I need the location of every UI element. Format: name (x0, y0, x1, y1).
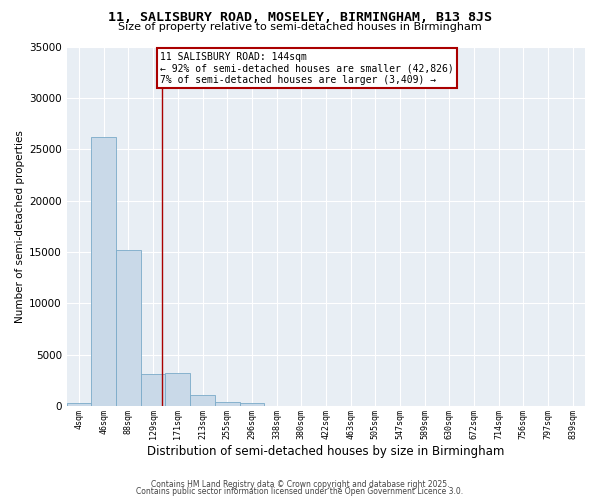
Bar (91, 137, 116, 406)
Bar (190, 395, 215, 406)
Text: Contains HM Land Registry data © Crown copyright and database right 2025.: Contains HM Land Registry data © Crown c… (151, 480, 449, 489)
Bar (166, 374, 190, 406)
Bar (67, 402, 91, 406)
Text: Size of property relative to semi-detached houses in Birmingham: Size of property relative to semi-detach… (118, 22, 482, 32)
Text: 11 SALISBURY ROAD: 144sqm
← 92% of semi-detached houses are smaller (42,826)
7% : 11 SALISBURY ROAD: 144sqm ← 92% of semi-… (160, 52, 454, 85)
Text: 11, SALISBURY ROAD, MOSELEY, BIRMINGHAM, B13 8JS: 11, SALISBURY ROAD, MOSELEY, BIRMINGHAM,… (108, 11, 492, 24)
Y-axis label: Number of semi-detached properties: Number of semi-detached properties (15, 130, 25, 323)
X-axis label: Distribution of semi-detached houses by size in Birmingham: Distribution of semi-detached houses by … (147, 444, 505, 458)
Bar (239, 403, 264, 406)
Bar (215, 402, 239, 406)
Text: Contains public sector information licensed under the Open Government Licence 3.: Contains public sector information licen… (136, 487, 464, 496)
Bar (141, 374, 166, 406)
Bar (116, 250, 141, 406)
